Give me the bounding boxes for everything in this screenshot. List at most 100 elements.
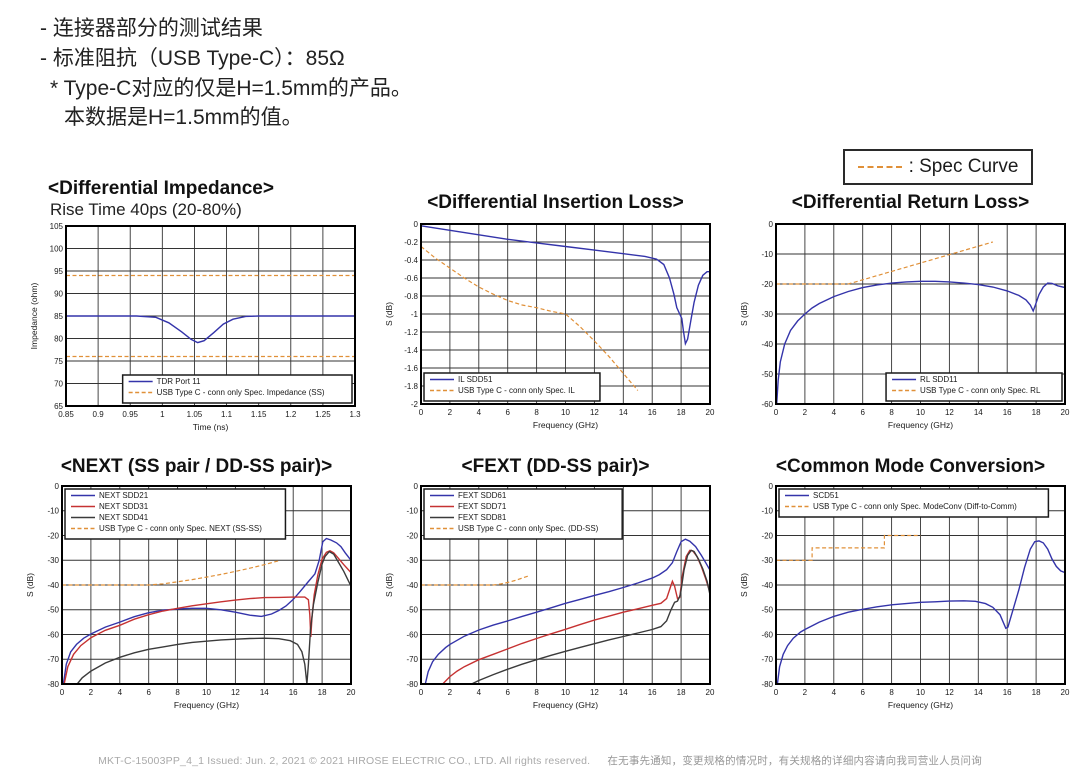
svg-text:SCD51: SCD51 <box>813 491 839 500</box>
chart-title: <Differential Return Loss> <box>791 192 1030 213</box>
svg-text:-60: -60 <box>47 630 59 639</box>
svg-text:10: 10 <box>561 408 570 417</box>
svg-text:0: 0 <box>774 688 779 697</box>
svg-text:TDR Port 11: TDR Port 11 <box>157 377 201 386</box>
svg-text:8: 8 <box>889 408 894 417</box>
svg-text:-0.8: -0.8 <box>404 292 418 301</box>
svg-text:20: 20 <box>347 688 356 697</box>
svg-text:-20: -20 <box>406 531 418 540</box>
svg-text:2: 2 <box>448 688 453 697</box>
svg-text:1: 1 <box>160 410 165 419</box>
svg-text:8: 8 <box>889 688 894 697</box>
svg-text:18: 18 <box>1032 688 1041 697</box>
svg-text:-60: -60 <box>761 630 773 639</box>
svg-text:-1.6: -1.6 <box>404 364 418 373</box>
svg-text:S (dB): S (dB) <box>384 573 394 597</box>
svg-text:12: 12 <box>231 688 240 697</box>
svg-text:16: 16 <box>289 688 298 697</box>
svg-text:4: 4 <box>477 688 482 697</box>
svg-text:2: 2 <box>803 408 808 417</box>
footer-document-id: MKT-C-15003PP_4_1 Issued: Jun. 2, 2021 ©… <box>98 755 591 767</box>
svg-text:-40: -40 <box>47 581 59 590</box>
svg-text:4: 4 <box>832 408 837 417</box>
svg-text:-70: -70 <box>406 655 418 664</box>
svg-text:-40: -40 <box>406 581 418 590</box>
svg-text:USB Type C - conn only Spec. M: USB Type C - conn only Spec. ModeConv (D… <box>813 502 1017 511</box>
svg-text:S (dB): S (dB) <box>25 573 35 597</box>
svg-text:-30: -30 <box>406 556 418 565</box>
svg-text:0: 0 <box>769 482 774 491</box>
svg-text:-50: -50 <box>47 605 59 614</box>
chart-title: <FEXT (DD-SS pair)> <box>461 456 650 477</box>
svg-text:-10: -10 <box>47 506 59 515</box>
svg-text:S (dB): S (dB) <box>384 302 394 326</box>
header-line-note1: * Type-C对应的仅是H=1.5mm的产品。 <box>50 76 412 100</box>
svg-text:0.85: 0.85 <box>58 410 74 419</box>
svg-text:-1.8: -1.8 <box>404 382 418 391</box>
svg-text:FEXT SDD71: FEXT SDD71 <box>458 502 507 511</box>
svg-text:8: 8 <box>534 408 539 417</box>
svg-text:-0.6: -0.6 <box>404 274 418 283</box>
svg-text:NEXT SDD31: NEXT SDD31 <box>99 502 149 511</box>
svg-text:18: 18 <box>677 688 686 697</box>
svg-text:14: 14 <box>974 688 983 697</box>
svg-text:0.9: 0.9 <box>93 410 105 419</box>
svg-text:-20: -20 <box>47 531 59 540</box>
svg-text:6: 6 <box>860 408 865 417</box>
header-line-test-results: - 连接器部分的测试结果 <box>40 17 263 40</box>
footer-notice-cn: 在无事先通知，变更规格的情况时，有关规格的详细内容请向我司营业人员问询 <box>607 755 982 767</box>
svg-text:-40: -40 <box>761 581 773 590</box>
svg-text:FEXT SDD81: FEXT SDD81 <box>458 513 507 522</box>
svg-text:14: 14 <box>619 408 628 417</box>
footer: MKT-C-15003PP_4_1 Issued: Jun. 2, 2021 ©… <box>0 753 1080 768</box>
svg-text:10: 10 <box>202 688 211 697</box>
svg-text:0: 0 <box>769 220 774 229</box>
differential-return-loss-plot: 0 2 4 6 8 10 12 14 16 18 20 0 -10 -20 -30 -40 -50 -60 Freq… <box>738 220 1080 439</box>
svg-text:75: 75 <box>54 357 63 366</box>
svg-text:-70: -70 <box>47 655 59 664</box>
svg-text:USB Type C - conn only Spec. N: USB Type C - conn only Spec. NEXT (SS-SS… <box>99 524 262 533</box>
svg-text:-1.2: -1.2 <box>404 328 418 337</box>
chart-common-mode-conversion: <Common Mode Conversion> 0 2 4 6 8 10 12 14 16 18… <box>738 456 1080 719</box>
svg-text:-2: -2 <box>411 400 419 409</box>
header-line-note2: 本数据是H=1.5mm的值。 <box>64 106 303 130</box>
svg-text:USB Type C - conn only Spec. I: USB Type C - conn only Spec. IL <box>458 386 575 395</box>
svg-text:14: 14 <box>260 688 269 697</box>
svg-text:0.95: 0.95 <box>122 410 138 419</box>
svg-text:Impedance (ohm): Impedance (ohm) <box>29 283 39 350</box>
svg-text:8: 8 <box>534 688 539 697</box>
svg-text:Frequency (GHz): Frequency (GHz) <box>174 700 239 710</box>
svg-text:18: 18 <box>1032 408 1041 417</box>
svg-text:-0.2: -0.2 <box>404 238 418 247</box>
svg-text:Frequency (GHz): Frequency (GHz) <box>533 700 598 710</box>
svg-text:20: 20 <box>706 688 715 697</box>
svg-text:-30: -30 <box>47 556 59 565</box>
svg-text:0: 0 <box>55 482 60 491</box>
svg-text:10: 10 <box>916 688 925 697</box>
svg-text:16: 16 <box>1003 408 1012 417</box>
svg-text:20: 20 <box>1061 408 1070 417</box>
svg-text:1.3: 1.3 <box>349 410 361 419</box>
svg-text:S (dB): S (dB) <box>739 302 749 326</box>
svg-text:Frequency (GHz): Frequency (GHz) <box>533 420 598 430</box>
svg-text:105: 105 <box>50 222 64 231</box>
svg-text:-20: -20 <box>761 280 773 289</box>
svg-text:-0.4: -0.4 <box>404 256 418 265</box>
svg-text:-30: -30 <box>761 556 773 565</box>
svg-text:85: 85 <box>54 312 63 321</box>
svg-text:-40: -40 <box>761 340 773 349</box>
spec-curve-label: : Spec Curve <box>908 156 1019 177</box>
svg-text:1.25: 1.25 <box>315 410 331 419</box>
svg-text:16: 16 <box>648 408 657 417</box>
svg-text:RL SDD11: RL SDD11 <box>920 375 958 384</box>
next-plot: 0 2 4 6 8 10 12 14 16 18 20 0 -10 -20 -30 -40 -50 -60 -70 -… <box>24 482 369 719</box>
svg-text:0: 0 <box>60 688 65 697</box>
svg-text:Frequency (GHz): Frequency (GHz) <box>888 700 953 710</box>
svg-text:-1.4: -1.4 <box>404 346 418 355</box>
svg-text:14: 14 <box>974 408 983 417</box>
chart-title: <NEXT (SS pair / DD-SS pair)> <box>60 456 333 477</box>
svg-text:2: 2 <box>803 688 808 697</box>
common-mode-conversion-plot: 0 2 4 6 8 10 12 14 16 18 20 0 -10 -20 -30 -40 -50 -60 -70 -… <box>738 482 1080 719</box>
svg-text:-60: -60 <box>406 630 418 639</box>
